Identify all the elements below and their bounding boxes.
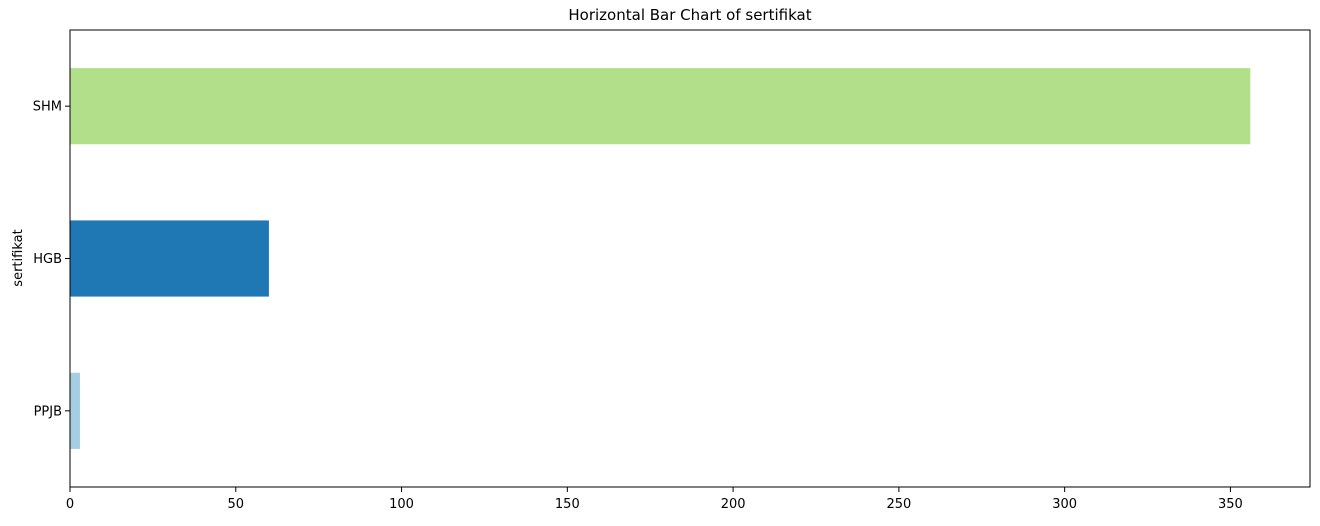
bars-group bbox=[70, 68, 1251, 449]
y-tick-label-shm: SHM bbox=[33, 100, 62, 115]
x-axis-ticks: 0 50 100 150 200 250 300 350 bbox=[66, 487, 1243, 512]
y-axis-ticks: PPJB HGB SHM bbox=[33, 100, 70, 419]
x-tick-label: 250 bbox=[886, 497, 911, 512]
y-tick-label-ppjb: PPJB bbox=[34, 404, 62, 419]
y-tick-label-hgb: HGB bbox=[33, 252, 62, 267]
x-tick-label: 300 bbox=[1052, 497, 1077, 512]
x-tick-label: 350 bbox=[1218, 497, 1243, 512]
x-tick-label: 150 bbox=[555, 497, 580, 512]
bar-hgb bbox=[70, 220, 269, 297]
bar-ppjb bbox=[70, 372, 80, 449]
x-tick-label: 50 bbox=[228, 497, 245, 512]
chart-title: Horizontal Bar Chart of sertifikat bbox=[568, 6, 811, 24]
x-tick-label: 0 bbox=[66, 497, 74, 512]
x-tick-label: 200 bbox=[721, 497, 746, 512]
y-axis-label: sertifikat bbox=[11, 229, 26, 286]
x-tick-label: 100 bbox=[389, 497, 414, 512]
bar-shm bbox=[70, 68, 1251, 145]
